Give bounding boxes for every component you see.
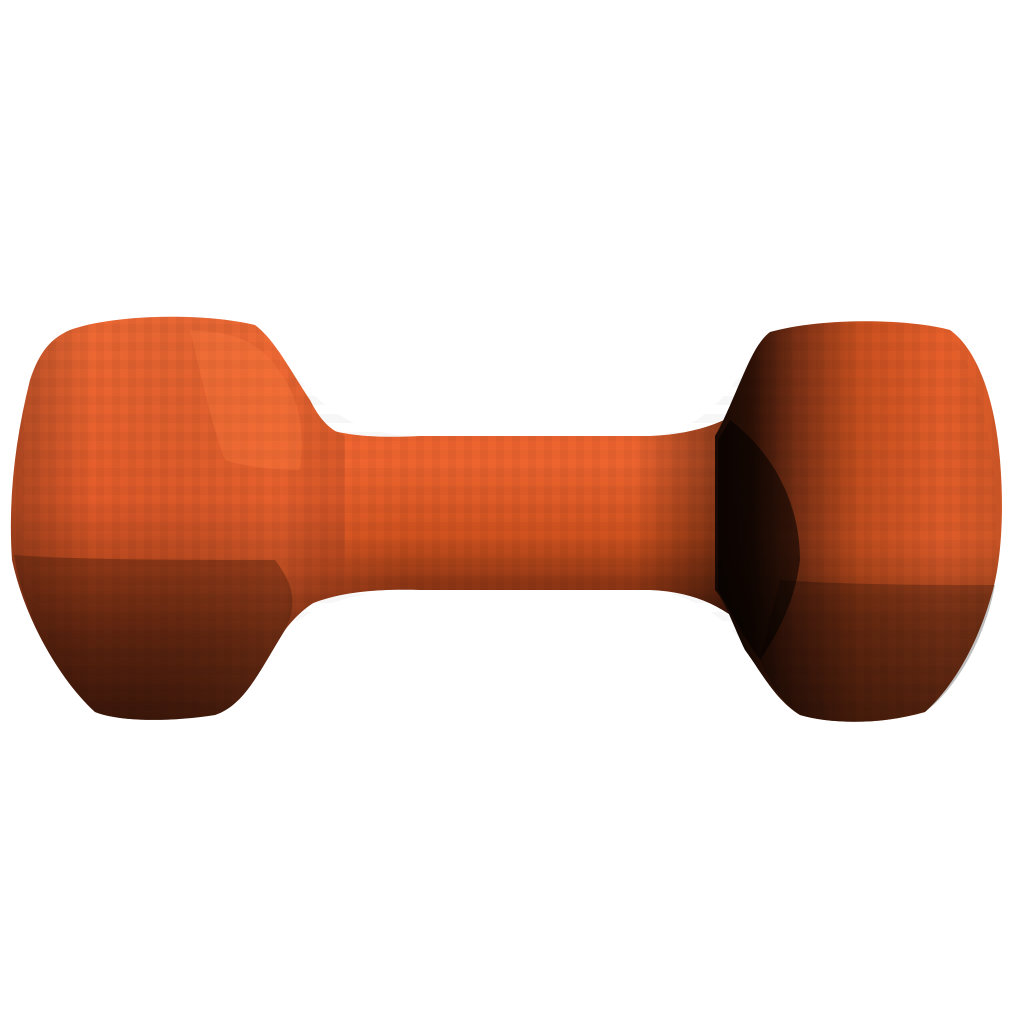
dumbbell-facet-overlay: [21, 316, 997, 722]
